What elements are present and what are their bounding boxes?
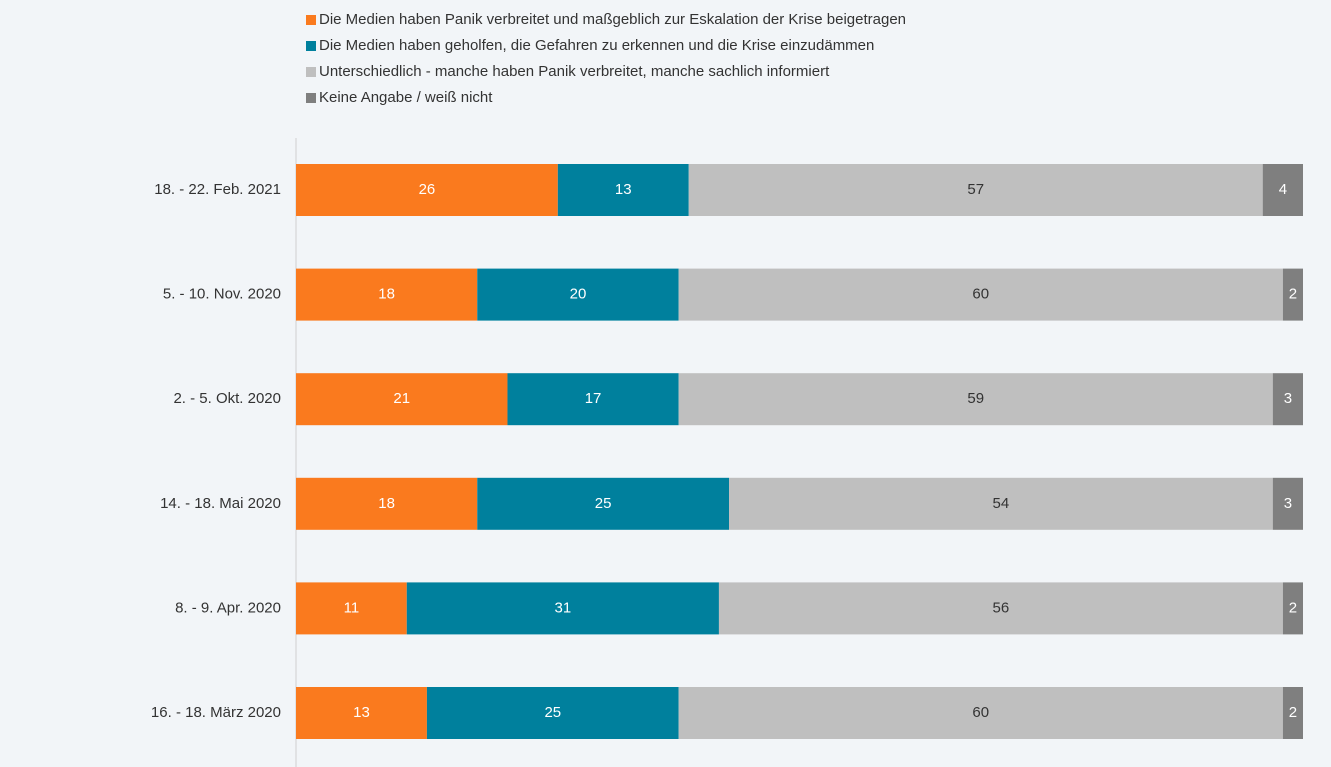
bar-segment <box>406 582 719 635</box>
bar-segment <box>1272 373 1303 426</box>
bar-segment <box>1272 477 1303 530</box>
y-tick-label: 8. - 9. Apr. 2020 <box>175 599 281 616</box>
data-label: 26 <box>419 181 436 198</box>
legend-swatch <box>306 67 316 77</box>
bar-segment <box>296 268 478 321</box>
data-label: 25 <box>544 704 561 721</box>
legend-swatch <box>306 93 316 103</box>
bar-segment <box>426 687 679 739</box>
legend-label: Die Medien haben geholfen, die Gefahren … <box>319 37 874 54</box>
data-label: 11 <box>344 599 360 616</box>
bar-segment <box>1282 582 1303 635</box>
data-label: 2 <box>1289 599 1297 616</box>
legend-swatch <box>306 15 316 25</box>
bar-segment <box>678 687 1283 739</box>
data-label: 20 <box>570 286 587 303</box>
y-tick-label: 18. - 22. Feb. 2021 <box>154 181 281 198</box>
bar-segment <box>557 164 689 216</box>
data-label: 13 <box>615 181 632 198</box>
bar-segment <box>296 582 407 635</box>
data-label: 21 <box>393 390 410 407</box>
y-tick-label: 5. - 10. Nov. 2020 <box>163 286 281 303</box>
data-label: 31 <box>555 599 572 616</box>
data-label: 4 <box>1279 181 1287 198</box>
bar-segment <box>1262 164 1303 216</box>
data-label: 17 <box>585 390 602 407</box>
bar-segment <box>1282 268 1303 321</box>
data-label: 59 <box>967 390 984 407</box>
data-label: 57 <box>967 181 984 198</box>
bar-segment <box>1282 687 1303 739</box>
data-label: 3 <box>1284 390 1292 407</box>
legend-label: Keine Angabe / weiß nicht <box>319 89 493 106</box>
bar-segment <box>507 373 679 426</box>
data-label: 54 <box>993 495 1010 512</box>
legend-label: Die Medien haben Panik verbreitet und ma… <box>319 11 906 28</box>
data-label: 2 <box>1289 704 1297 721</box>
y-tick-label: 2. - 5. Okt. 2020 <box>173 390 281 407</box>
data-label: 60 <box>972 286 989 303</box>
bar-segment <box>477 477 730 530</box>
data-label: 60 <box>972 704 989 721</box>
bar-segment <box>729 477 1273 530</box>
bar-segment <box>688 164 1263 216</box>
bar-segment <box>678 268 1283 321</box>
bar-segment <box>296 373 508 426</box>
data-label: 3 <box>1284 495 1292 512</box>
legend-swatch <box>306 41 316 51</box>
y-tick-label: 16. - 18. März 2020 <box>151 704 281 721</box>
y-tick-label: 14. - 18. Mai 2020 <box>160 495 281 512</box>
data-label: 56 <box>993 599 1010 616</box>
data-label: 18 <box>378 495 395 512</box>
bar-segment <box>477 268 679 321</box>
bar-segment <box>678 373 1273 426</box>
legend-label: Unterschiedlich - manche haben Panik ver… <box>319 63 830 80</box>
data-label: 18 <box>378 286 395 303</box>
data-label: 13 <box>353 704 370 721</box>
data-label: 2 <box>1289 286 1297 303</box>
bar-segment <box>296 477 478 530</box>
bar-segment <box>296 687 427 739</box>
bar-segment <box>718 582 1283 635</box>
data-label: 25 <box>595 495 612 512</box>
bar-segment <box>296 164 558 216</box>
